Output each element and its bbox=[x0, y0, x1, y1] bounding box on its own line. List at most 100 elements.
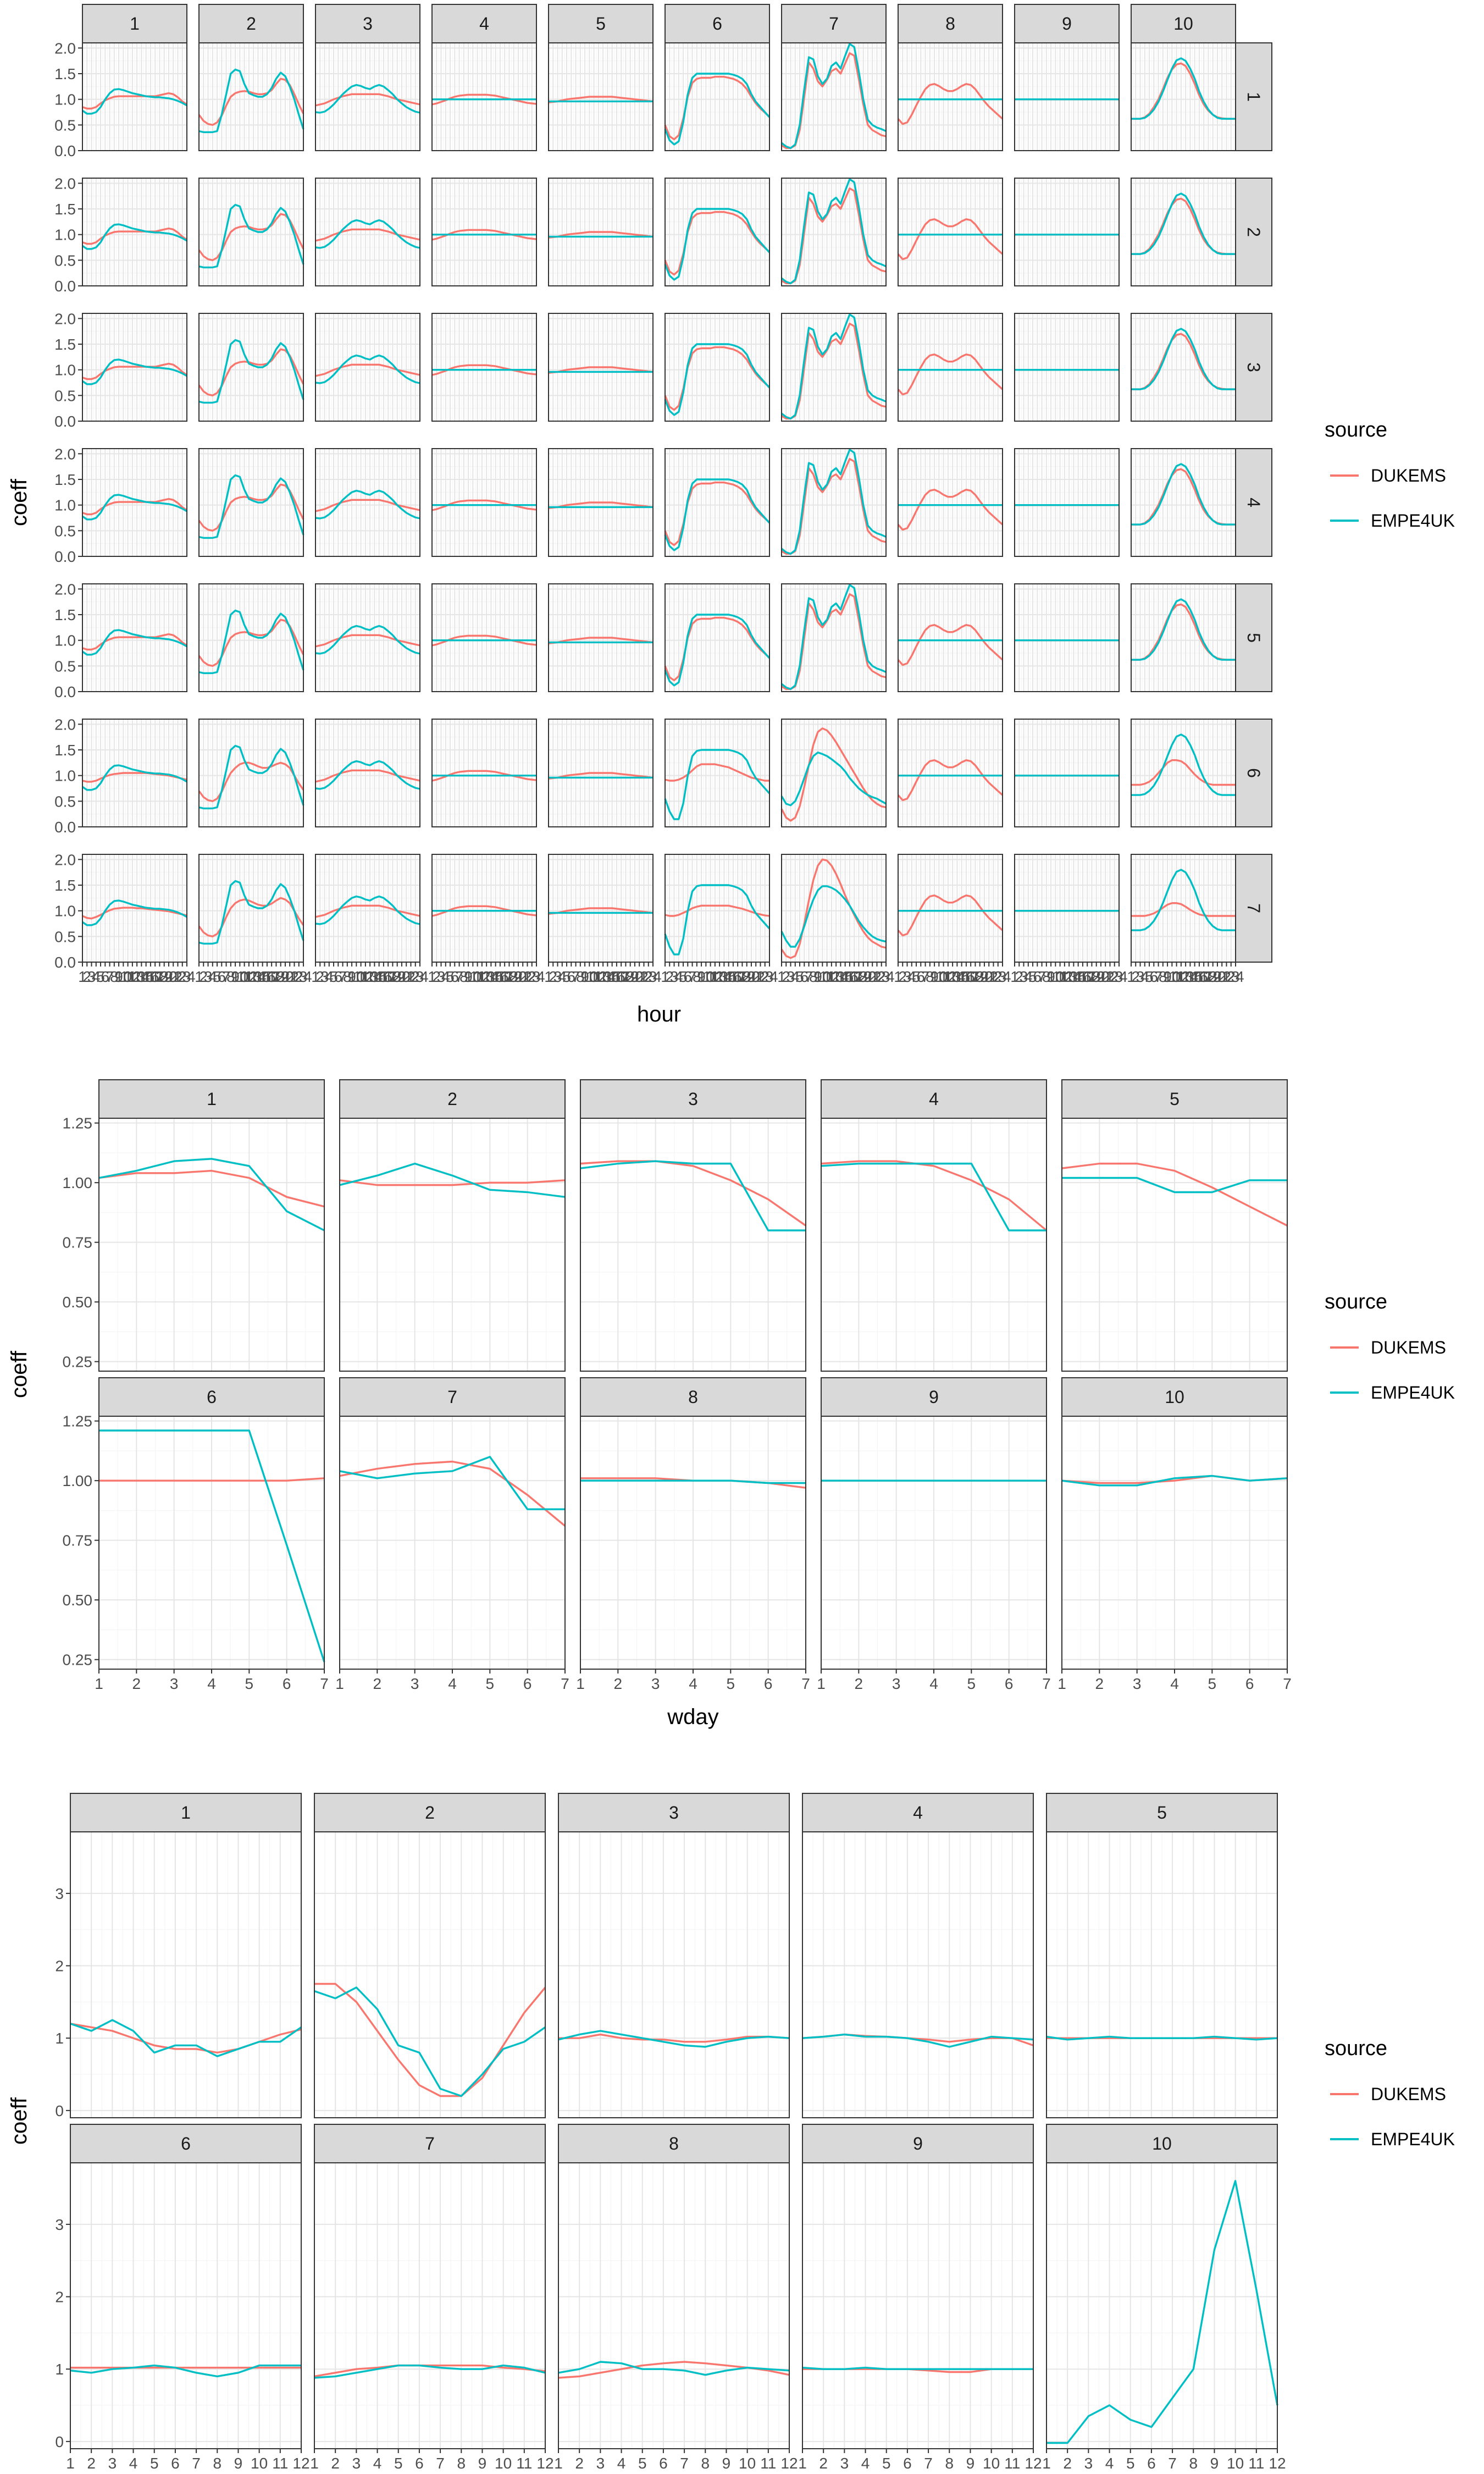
panel-border bbox=[315, 854, 420, 963]
x-tick-label: 11 bbox=[935, 968, 951, 985]
panel-border bbox=[548, 854, 654, 963]
panel-border bbox=[1014, 854, 1120, 963]
series-line-empe4uk bbox=[1131, 869, 1236, 931]
panel-hour-r6-c1: 0.0 0.5 1.0 1.5 2.0 bbox=[54, 716, 187, 836]
x-tick-label: 7 bbox=[921, 968, 930, 985]
panel-border bbox=[198, 448, 304, 557]
x-tick-label: 10 bbox=[931, 968, 948, 985]
series-line-empe4uk bbox=[198, 744, 304, 810]
x-tick-label: 15 bbox=[370, 968, 387, 985]
panel-hour-r2-c5 bbox=[548, 178, 654, 286]
panel-hour-r4-c3 bbox=[315, 448, 420, 557]
series-line-empe4uk bbox=[82, 88, 187, 115]
facet-strip-right bbox=[1235, 448, 1272, 557]
x-tick-label: 2 bbox=[432, 968, 441, 985]
x-tick-label: 17 bbox=[496, 968, 513, 985]
y-tick-label: 1.5 bbox=[54, 201, 76, 218]
panel-border bbox=[315, 313, 420, 422]
y-tick-label: 0.0 bbox=[54, 278, 76, 295]
x-tick-label: 4 bbox=[907, 968, 916, 985]
series-line-dukems bbox=[897, 218, 1004, 261]
x-tick-label: 20 bbox=[976, 968, 993, 985]
panel-hour-r4-c10: 4 bbox=[1131, 448, 1272, 557]
facet-strip-label: 6 bbox=[1244, 768, 1264, 778]
x-tick-label: 8 bbox=[809, 968, 818, 985]
facet-strip-top bbox=[665, 4, 770, 43]
panel-border bbox=[1014, 583, 1120, 692]
facet-strip-top bbox=[1014, 4, 1120, 43]
series-line-empe4uk bbox=[664, 73, 771, 146]
x-tick-label: 7 bbox=[339, 968, 347, 985]
y-tick-label: 1.0 bbox=[54, 91, 76, 108]
panel-border bbox=[431, 313, 537, 422]
series-line-dukems bbox=[781, 458, 887, 555]
y-tick-label: 1.00 bbox=[63, 1174, 93, 1191]
y-tick-label: 0.5 bbox=[54, 522, 76, 539]
facet-strip-top bbox=[98, 1079, 325, 1119]
x-tick-label: 19 bbox=[1088, 968, 1105, 985]
panel-hour-r5-c5 bbox=[548, 583, 654, 692]
x-tick-label: 21 bbox=[1097, 968, 1114, 985]
x-tick-label: 11 bbox=[120, 968, 136, 985]
series-line-dukems bbox=[82, 498, 187, 516]
x-tick-label: 3 bbox=[320, 968, 329, 985]
x-tick-label: 20 bbox=[393, 968, 410, 985]
x-tick-label: 14 bbox=[949, 968, 966, 985]
series-line-empe4uk bbox=[580, 1160, 806, 1232]
x-tick-label: 16 bbox=[608, 968, 625, 985]
x-tick-label: 2 bbox=[549, 968, 557, 985]
panel-hour-r6-c10: 6 bbox=[1131, 719, 1272, 827]
panel-hour-r1-c2: 2 bbox=[198, 4, 304, 151]
panel-border bbox=[198, 583, 304, 692]
panel-hour-r3-c3 bbox=[315, 313, 420, 422]
panel-hour-r4-c8 bbox=[897, 448, 1004, 557]
series-line-dukems bbox=[82, 362, 187, 380]
series-line-dukems bbox=[339, 1179, 566, 1186]
x-tick-label: 5 bbox=[329, 968, 338, 985]
series-line-dukems bbox=[315, 228, 420, 242]
series-line-dukems bbox=[548, 231, 654, 239]
y-tick-label: 0.0 bbox=[54, 413, 76, 430]
x-tick-label: 23 bbox=[174, 968, 191, 985]
facet-strip-right bbox=[1235, 719, 1272, 827]
x-tick-label: 19 bbox=[855, 968, 872, 985]
x-tick-label: 2 bbox=[898, 968, 907, 985]
x-tick-label: 15 bbox=[720, 968, 737, 985]
panel-hour-r7-c1: 0.00.51.01.52.01234567891011121314151617… bbox=[54, 851, 196, 985]
x-tick-label: 8 bbox=[110, 968, 119, 985]
series-line-dukems bbox=[897, 354, 1004, 396]
legend-title: source bbox=[1325, 418, 1387, 441]
x-tick-label: 14 bbox=[832, 968, 849, 985]
panel-border bbox=[315, 178, 420, 286]
panel-border bbox=[315, 583, 420, 692]
panel-border bbox=[82, 313, 187, 422]
facet-strip-right bbox=[1235, 854, 1272, 963]
x-tick-label: 4 bbox=[558, 968, 567, 985]
x-tick-label: 23 bbox=[1222, 968, 1239, 985]
x-tick-label: 1 bbox=[1127, 968, 1136, 985]
x-tick-label: 14 bbox=[250, 968, 267, 985]
x-tick-label: 9 bbox=[114, 968, 123, 985]
facet-strip-right bbox=[1235, 178, 1272, 286]
y-tick-label: 2.0 bbox=[54, 310, 76, 327]
x-tick-label: 22 bbox=[868, 968, 885, 985]
panel-border bbox=[665, 719, 770, 827]
panel-hour-r5-c2 bbox=[198, 583, 304, 692]
series-line-empe4uk bbox=[664, 343, 771, 416]
panel-hour-r1-c8: 8 bbox=[897, 4, 1004, 151]
series-line-empe4uk bbox=[780, 178, 887, 284]
x-tick-label: 2 bbox=[665, 968, 674, 985]
x-tick-label: 4 bbox=[1024, 968, 1033, 985]
series-line-empe4uk bbox=[315, 895, 420, 925]
x-tick-label: 19 bbox=[971, 968, 988, 985]
x-tick-label: 17 bbox=[1195, 968, 1212, 985]
series-line-empe4uk bbox=[198, 68, 304, 134]
x-tick-label: 17 bbox=[147, 968, 164, 985]
series-line-dukems bbox=[665, 763, 769, 782]
facet-strip-top bbox=[580, 1079, 806, 1119]
x-tick-label: 13 bbox=[595, 968, 612, 985]
x-tick-label: 8 bbox=[343, 968, 352, 985]
x-tick-label: 23 bbox=[290, 968, 307, 985]
x-tick-label: 19 bbox=[389, 968, 406, 985]
